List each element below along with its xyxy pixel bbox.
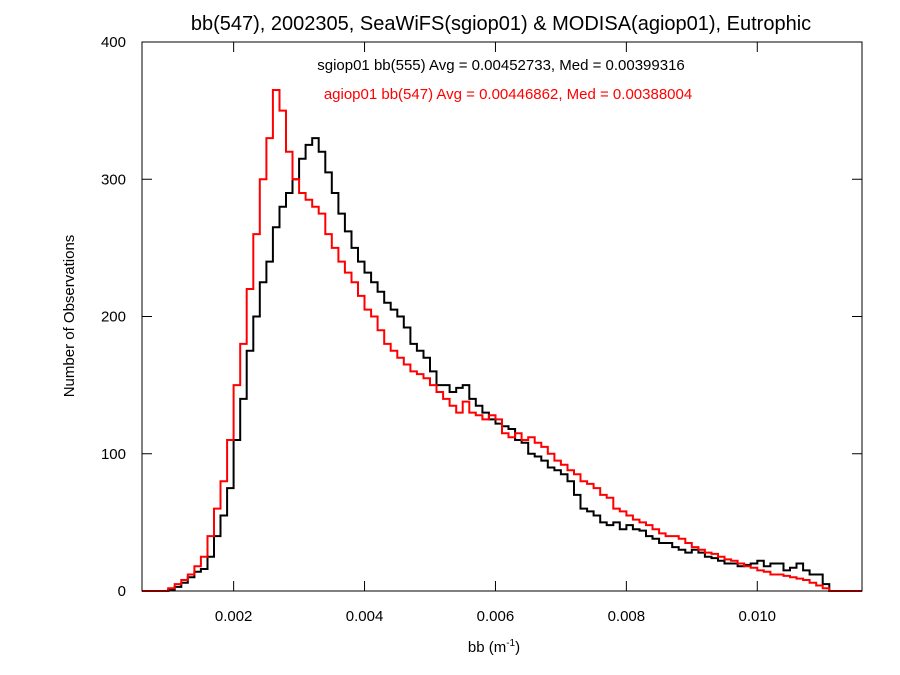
series-line-sgiop01 <box>142 137 862 592</box>
series-line-agiop01 <box>142 89 862 592</box>
x-tick-label: 0.010 <box>738 608 776 625</box>
x-axis-label: bb (m-1) <box>468 638 520 656</box>
y-tick-label: 400 <box>101 34 126 51</box>
x-axis-label-superscript: -1 <box>506 638 515 649</box>
plot-frame <box>141 41 863 592</box>
y-tick-label: 100 <box>101 446 126 463</box>
y-tick-label: 0 <box>118 583 126 600</box>
y-axis: 0 100 200 300 400 <box>101 34 862 600</box>
x-tick-label: 0.008 <box>608 608 646 625</box>
series-layer <box>142 89 862 592</box>
x-axis-label-text: bb (m <box>468 639 506 656</box>
chart-title: bb(547), 2002305, SeaWiFS(sgiop01) & MOD… <box>191 13 811 35</box>
x-axis-label-close: ) <box>515 639 520 656</box>
x-tick-label: 0.002 <box>215 608 253 625</box>
x-tick-label: 0.006 <box>477 608 515 625</box>
y-axis-label: Number of Observations <box>61 235 78 398</box>
legend-entry-agiop01: agiop01 bb(547) Avg = 0.00446862, Med = … <box>324 86 692 103</box>
x-axis: 0.002 0.004 0.006 0.008 0.010 <box>215 42 776 625</box>
x-tick-label: 0.004 <box>346 608 384 625</box>
legend-entry-sgiop01: sgiop01 bb(555) Avg = 0.00452733, Med = … <box>317 57 685 74</box>
y-tick-label: 200 <box>101 309 126 326</box>
y-tick-label: 300 <box>101 171 126 188</box>
